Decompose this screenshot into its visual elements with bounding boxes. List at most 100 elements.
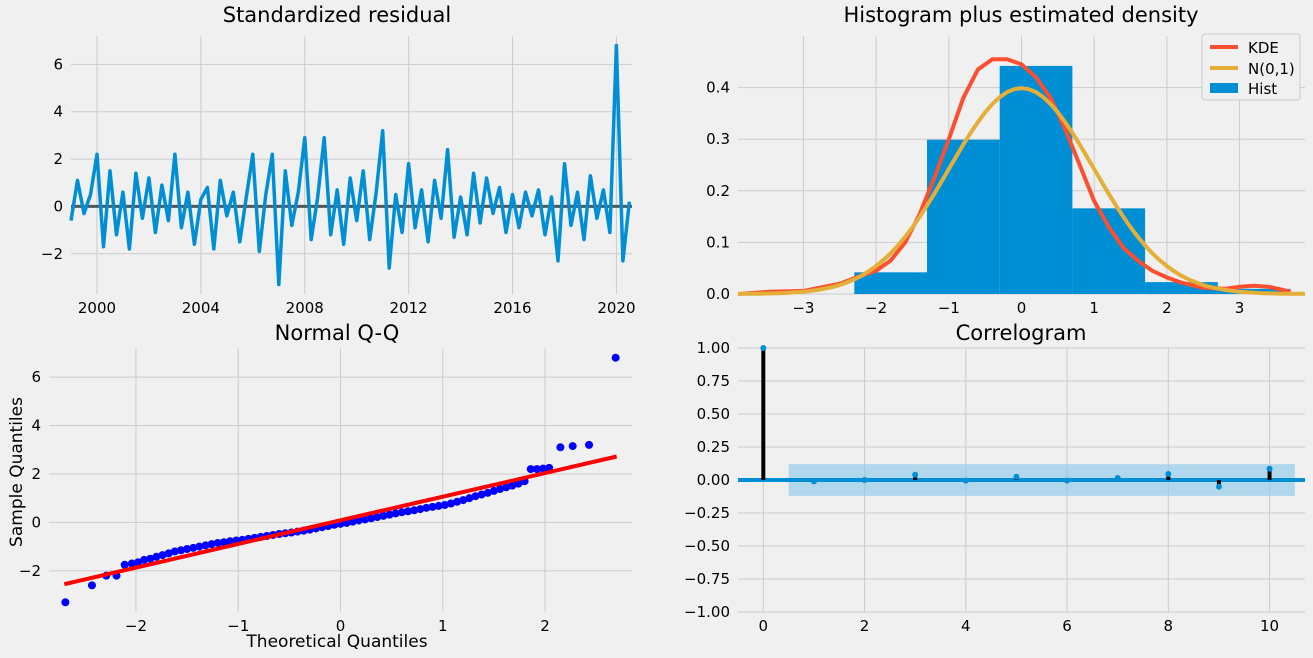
hist-bar <box>854 272 927 294</box>
qq-point <box>213 538 222 547</box>
x-tick-label: −1 <box>938 299 960 317</box>
legend-kde-label: KDE <box>1248 39 1279 57</box>
qq-point <box>87 581 96 590</box>
x-tick-label: 1 <box>1089 299 1099 317</box>
acf-marker <box>1013 473 1020 480</box>
qq-point <box>189 543 198 552</box>
y-tick-label: 0.3 <box>706 130 730 148</box>
legend-hist-label: Hist <box>1248 80 1277 98</box>
panel-standardized-residual: Standardized residual 2000 2004 2008 2012 20… <box>41 3 636 317</box>
qq-point <box>502 483 511 492</box>
x-tick-label: −2 <box>865 299 887 317</box>
qq-point <box>201 541 210 550</box>
qq-point <box>416 505 425 514</box>
acf-marker <box>1114 475 1121 482</box>
x-tick-label: 8 <box>1164 617 1174 635</box>
qq-point <box>226 537 235 546</box>
acf-marker <box>1064 477 1071 484</box>
qq-point <box>152 552 161 561</box>
qq-point <box>146 554 155 563</box>
x-tick-label: −1 <box>227 617 249 635</box>
qq-point <box>611 353 620 362</box>
y-axis-label: Sample Quantiles <box>7 397 27 547</box>
panel-histogram-density: Histogram plus estimated density −3 −2 −1 0… <box>706 3 1306 317</box>
panel-title: Histogram plus estimated density <box>843 3 1198 27</box>
y-tick-label: 2 <box>31 465 41 483</box>
qq-point <box>428 502 437 511</box>
qq-point <box>164 549 173 558</box>
acf-marker <box>1165 471 1172 478</box>
qq-point <box>176 546 185 555</box>
hist-bar <box>999 65 1073 294</box>
qq-point <box>471 492 480 501</box>
y-tick-label: 6 <box>31 368 41 386</box>
qq-point <box>465 494 474 503</box>
qq-point <box>453 497 462 506</box>
qq-point <box>397 508 406 517</box>
qq-point <box>158 551 167 560</box>
qq-point <box>379 511 388 520</box>
qq-point <box>489 486 498 495</box>
y-tick-label: 0 <box>31 513 41 531</box>
qq-reference-line <box>63 454 618 587</box>
qq-point <box>568 442 577 451</box>
acf-marker <box>1215 483 1222 490</box>
x-tick-label: 2012 <box>390 299 428 317</box>
y-tick-label: 2 <box>53 150 63 168</box>
qq-point <box>539 464 548 473</box>
x-tick-label: 10 <box>1260 617 1279 635</box>
qq-point <box>459 496 468 505</box>
qq-point <box>61 598 70 607</box>
acf-marker <box>810 478 817 485</box>
acf-marker <box>912 471 919 478</box>
panel-title: Standardized residual <box>223 3 452 27</box>
qq-point <box>496 484 505 493</box>
y-tick-label: 4 <box>53 103 63 121</box>
y-tick-label: 0.00 <box>697 471 730 489</box>
x-tick-label: 2 <box>540 617 550 635</box>
qq-point <box>127 559 136 568</box>
qq-point <box>367 514 376 523</box>
x-tick-label: 6 <box>1062 617 1072 635</box>
acf-marker <box>760 345 767 351</box>
y-tick-label: −0.50 <box>684 537 730 555</box>
y-tick-label: 6 <box>53 55 63 73</box>
qq-point <box>532 465 541 474</box>
y-tick-label: −1.00 <box>684 603 730 621</box>
x-axis-label: Theoretical Quantiles <box>245 632 427 652</box>
hist-bar <box>1145 282 1218 294</box>
y-tick-label: 4 <box>31 417 41 435</box>
y-tick-label: 0.1 <box>706 233 730 251</box>
qq-point <box>556 443 565 452</box>
legend: KDE N(0,1) Hist <box>1201 33 1301 101</box>
x-tick-label: 3 <box>1235 299 1245 317</box>
y-tick-label: 0.50 <box>697 405 730 423</box>
qq-point <box>404 507 413 516</box>
qq-point <box>140 555 149 564</box>
x-tick-label: 0 <box>336 617 346 635</box>
y-tick-label: 1.00 <box>697 339 730 357</box>
x-tick-label: 2020 <box>597 299 635 317</box>
x-tick-label: 2016 <box>493 299 531 317</box>
panel-correlogram: Correlogram 0 2 4 6 8 10 −1.00 −0.75 −0.50 −0.25 0… <box>684 321 1305 635</box>
acf-marker <box>861 477 868 483</box>
qq-point <box>508 481 517 490</box>
normal-density-line <box>737 86 1306 296</box>
qq-point <box>526 465 535 474</box>
qq-point <box>440 500 449 509</box>
qq-point <box>585 440 594 449</box>
x-tick-label: 2 <box>1162 299 1172 317</box>
y-tick-label: 0.75 <box>697 372 730 390</box>
qq-point <box>391 509 400 518</box>
x-tick-label: 2 <box>860 617 870 635</box>
y-tick-label: −2 <box>41 245 63 263</box>
x-tick-label: −3 <box>792 299 814 317</box>
y-tick-label: 0.0 <box>706 285 730 303</box>
x-tick-label: 0 <box>1017 299 1027 317</box>
hist-bar <box>1072 208 1146 294</box>
y-tick-label: 0 <box>53 197 63 215</box>
qq-point <box>133 558 142 567</box>
legend-hist-swatch <box>1210 83 1238 93</box>
y-tick-label: 0.2 <box>706 182 730 200</box>
